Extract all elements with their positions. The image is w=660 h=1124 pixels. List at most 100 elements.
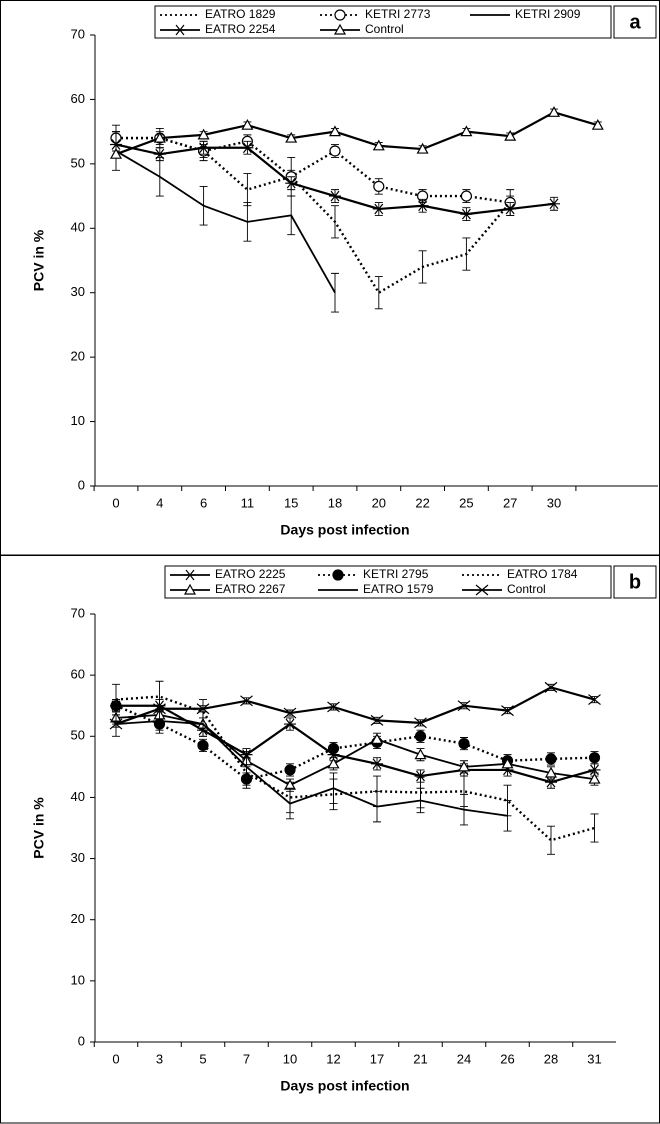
error-bar	[373, 790, 381, 823]
legend-box	[164, 565, 612, 599]
x-tick-label: 3	[156, 1051, 163, 1066]
marker	[457, 700, 471, 712]
y-axis-title: PCV in %	[31, 797, 47, 859]
y-tick-label: 0	[78, 477, 85, 492]
y-tick-label: 60	[71, 91, 85, 106]
y-tick-label: 50	[71, 155, 85, 170]
y-tick-label: 20	[71, 911, 85, 926]
marker	[460, 190, 472, 202]
marker	[414, 730, 427, 742]
y-tick-label: 70	[71, 26, 85, 41]
marker	[457, 760, 471, 772]
marker	[504, 203, 517, 215]
marker	[284, 718, 296, 730]
legend-marker	[334, 9, 346, 21]
error-bar	[590, 813, 599, 843]
x-tick-label: 25	[459, 495, 473, 510]
series-line	[115, 150, 336, 294]
error-bar	[286, 787, 294, 820]
x-tick-label: 20	[372, 495, 386, 510]
series-line	[116, 136, 512, 295]
x-tick-label: 31	[587, 1051, 601, 1066]
marker	[329, 145, 341, 157]
marker	[544, 681, 558, 693]
x-tick-label: 7	[243, 1051, 250, 1066]
marker	[588, 694, 601, 706]
legend-label: EATRO 1579	[363, 582, 434, 596]
error-bar	[547, 825, 555, 855]
y-tick-label: 30	[71, 850, 85, 865]
y-tick-label: 50	[71, 728, 85, 743]
marker	[153, 131, 166, 143]
error-bar	[287, 195, 296, 236]
series-line	[115, 704, 595, 781]
panel-label: a	[629, 11, 641, 33]
x-tick-label: 6	[200, 495, 207, 510]
series-line	[116, 704, 595, 784]
x-tick-label: 22	[415, 495, 429, 510]
y-tick-label: 20	[71, 349, 85, 364]
x-tick-label: 18	[328, 495, 342, 510]
series-line	[115, 686, 595, 726]
marker	[327, 742, 340, 755]
marker	[372, 139, 385, 151]
x-axis-title: Days post infection	[280, 522, 409, 538]
marker	[283, 707, 297, 719]
y-tick-label: 70	[71, 605, 85, 620]
panel-label-box	[613, 565, 657, 599]
x-axis-title: Days post infection	[280, 1078, 409, 1094]
marker	[285, 131, 298, 143]
panel-label-box	[613, 5, 657, 39]
marker	[414, 770, 427, 782]
legend-label: Control	[365, 22, 404, 36]
x-tick-label: 0	[112, 1051, 119, 1066]
x-tick-label: 27	[503, 495, 517, 510]
marker	[240, 695, 253, 707]
marker	[416, 142, 429, 154]
legend-label: EATRO 2267	[215, 582, 286, 596]
legend-label: KETRI 2909	[515, 7, 581, 21]
marker	[460, 125, 473, 137]
marker	[501, 757, 514, 769]
marker	[153, 148, 166, 160]
marker	[458, 738, 470, 750]
marker	[370, 714, 384, 726]
error-bar	[374, 276, 383, 310]
marker	[196, 703, 210, 715]
marker	[110, 139, 122, 150]
y-axis-title: PCV in %	[31, 229, 47, 291]
marker	[588, 752, 601, 764]
marker	[370, 733, 384, 744]
legend-box	[154, 5, 612, 39]
marker	[414, 717, 427, 729]
marker	[285, 177, 298, 189]
error-bar	[243, 202, 252, 242]
y-tick-label: 40	[71, 220, 85, 235]
legend-label: KETRI 2795	[363, 567, 429, 581]
error-bar	[418, 250, 427, 284]
x-tick-label: 11	[241, 495, 255, 510]
x-tick-label: 12	[326, 1051, 340, 1066]
marker	[284, 764, 296, 776]
x-tick-label: 17	[370, 1051, 384, 1066]
error-bar	[199, 185, 208, 226]
series-line	[115, 111, 599, 156]
marker	[414, 748, 427, 760]
y-tick-label: 10	[71, 413, 85, 428]
error-bar	[460, 793, 468, 826]
x-tick-label: 5	[199, 1051, 206, 1066]
x-tick-label: 10	[283, 1051, 297, 1066]
panel-label: b	[629, 571, 641, 593]
series-line	[115, 713, 595, 787]
marker	[329, 190, 341, 202]
marker	[153, 703, 166, 715]
marker	[416, 200, 429, 212]
marker	[544, 766, 558, 778]
y-tick-label: 10	[71, 972, 85, 987]
x-tick-label: 26	[500, 1051, 514, 1066]
legend-marker	[184, 569, 196, 581]
series-line	[115, 695, 595, 842]
marker	[547, 106, 561, 117]
marker	[545, 753, 557, 765]
